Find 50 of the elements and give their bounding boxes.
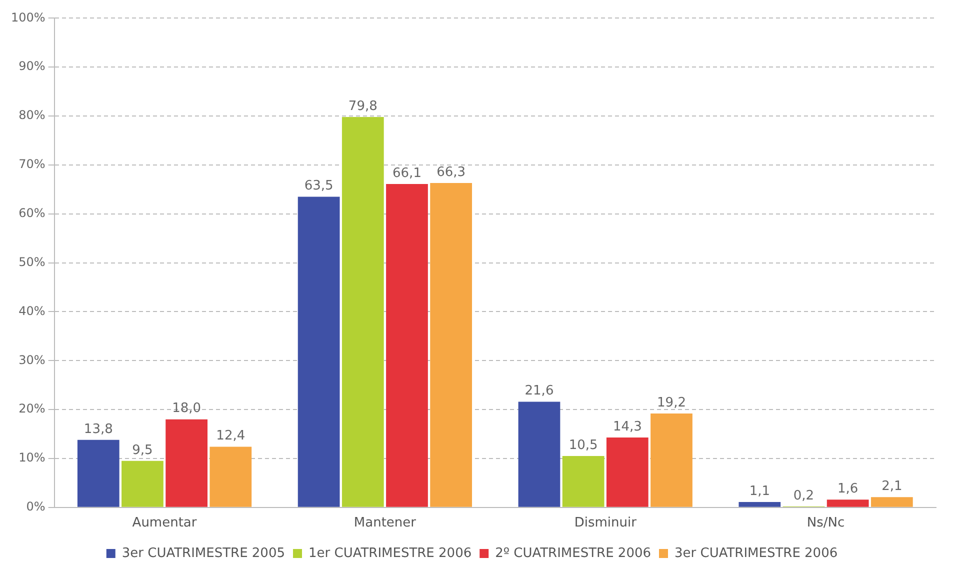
data-label: 19,2 [657,395,686,410]
data-label: 21,6 [524,384,554,399]
data-label: 1,6 [837,481,858,496]
y-tick-label: 50% [18,254,46,269]
bar [518,402,560,507]
bar [650,413,692,507]
data-label: 13,8 [84,422,113,437]
legend-label: 1er CUATRIMESTRE 2006 [308,546,472,561]
data-label: 66,3 [436,164,466,180]
data-label: 12,4 [216,428,246,444]
x-tick-label: Ns/Nc [806,516,845,531]
data-label: 1,1 [749,484,770,499]
y-tick-label: 100% [10,10,46,24]
bar [562,456,604,507]
data-label: 63,5 [304,178,334,194]
data-label: 10,5 [568,438,598,453]
data-label: 2,1 [882,479,902,494]
data-label: 14,3 [612,419,642,434]
y-tick-label: 70% [18,157,46,172]
legend-label: 2º CUATRIMESTRE 2006 [495,546,652,561]
legend-label: 3er CUATRIMESTRE 2005 [122,546,285,561]
bar [738,502,781,507]
x-tick-label: Disminuir [574,516,638,531]
bar [166,419,208,507]
bar [77,440,120,507]
y-tick-label: 30% [18,352,46,367]
bar [298,196,340,507]
y-tick-label: 0% [26,500,46,514]
bar [430,183,472,507]
data-label: 9,5 [132,442,153,458]
x-tick-label: Aumentar [132,516,198,531]
bar [342,117,384,507]
y-tick-label: 40% [18,304,46,318]
y-tick-label: 90% [18,59,46,74]
data-label: 66,1 [392,166,422,181]
legend-label: 3er CUATRIMESTRE 2006 [674,546,838,561]
bar [870,497,913,507]
data-label: 79,8 [348,98,378,114]
bar [606,437,648,507]
x-tick-label: Mantener [354,516,417,531]
y-tick-label: 10% [18,450,46,465]
bar [386,184,428,507]
bar [122,460,164,507]
y-tick-label: 60% [18,206,46,220]
y-tick-label: 20% [18,402,46,416]
bar [826,500,869,507]
y-tick-label: 80% [18,108,46,122]
bar [210,446,252,507]
data-label: 18,0 [172,401,202,416]
data-label: 0,2 [793,488,814,504]
